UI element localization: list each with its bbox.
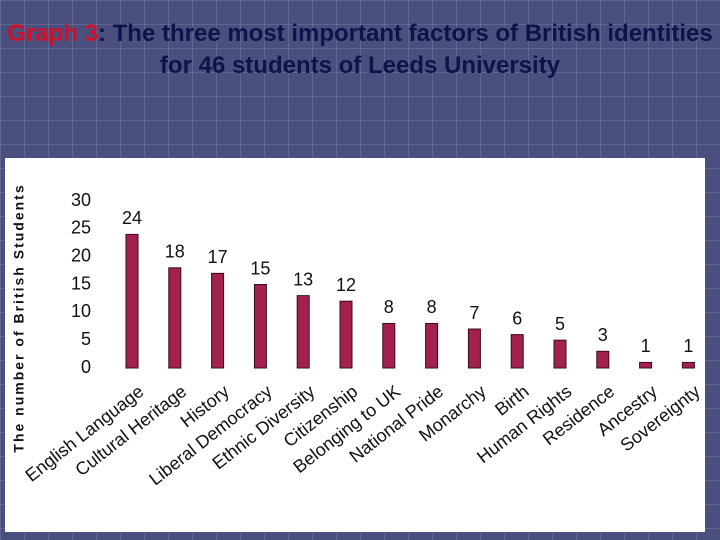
bar (211, 272, 225, 369)
slide-title: Graph 3: The three most important factor… (0, 18, 720, 82)
y-tick-label: 0 (81, 357, 91, 377)
value-label: 17 (208, 247, 228, 267)
chart-background (5, 158, 705, 532)
value-label: 13 (293, 269, 313, 289)
value-label: 15 (250, 258, 270, 278)
bar (467, 328, 481, 369)
value-label: 5 (555, 314, 565, 334)
bar (382, 322, 396, 369)
value-label: 12 (336, 275, 356, 295)
title-text: : The three most important factors of Br… (97, 20, 713, 79)
bar (510, 334, 524, 369)
y-tick-label: 25 (71, 218, 91, 238)
bar (168, 267, 182, 369)
bar (681, 361, 695, 369)
bar (596, 350, 610, 369)
y-tick-label: 5 (81, 329, 91, 349)
value-label: 1 (641, 336, 651, 356)
y-tick-label: 15 (71, 273, 91, 293)
graph-label: Graph 3 (7, 20, 98, 47)
value-label: 8 (427, 297, 437, 317)
bar (425, 322, 439, 369)
y-axis-label: The number of British Students (11, 183, 27, 452)
value-label: 6 (512, 308, 522, 328)
bar (125, 233, 139, 369)
y-tick-label: 20 (71, 245, 91, 265)
bar (339, 300, 353, 369)
value-label: 7 (469, 303, 479, 323)
value-label: 8 (384, 297, 394, 317)
value-label: 1 (683, 336, 693, 356)
bar (296, 295, 310, 369)
value-label: 24 (122, 208, 142, 228)
y-tick-label: 30 (71, 190, 91, 210)
y-tick-label: 10 (71, 301, 91, 321)
bar (253, 284, 267, 369)
value-label: 3 (598, 325, 608, 345)
bar (639, 361, 653, 369)
value-label: 18 (165, 242, 185, 262)
bar (553, 339, 567, 369)
